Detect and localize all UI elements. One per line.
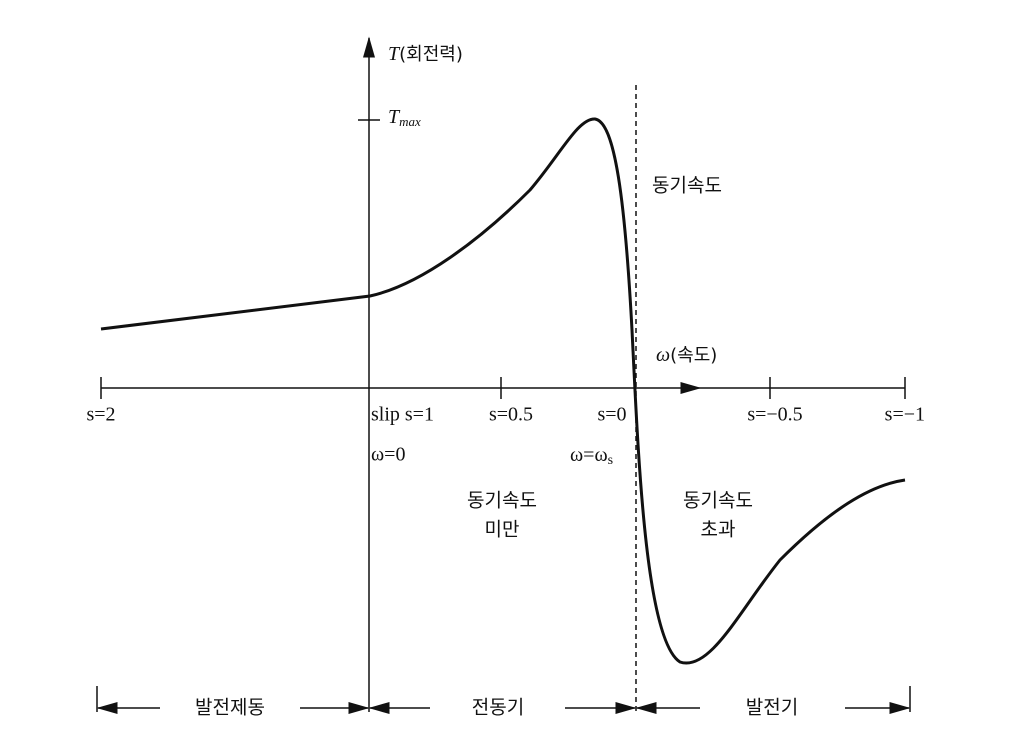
tick-label: s=−1: [885, 404, 925, 426]
omega-sync: ω=ωs: [570, 444, 613, 469]
mode-label: 전동기: [472, 697, 524, 719]
mode-label: 발전제동: [195, 697, 265, 719]
region-label: 미만: [485, 519, 520, 541]
tick-label: s=2: [86, 404, 115, 426]
region-label: 동기속도: [467, 490, 537, 512]
tick-label: s=−0.5: [747, 404, 802, 426]
mode-label: 발전기: [746, 697, 798, 719]
sync-label: 동기속도: [652, 175, 722, 197]
region-label: 동기속도: [683, 490, 753, 512]
mode-brackets: [96, 686, 911, 714]
tick-label: s=0: [597, 404, 626, 426]
axes: [100, 36, 906, 715]
tick-label: s=0.5: [489, 404, 533, 426]
region-label: 초과: [701, 519, 736, 541]
tmax-label: Tmax: [388, 106, 421, 129]
torque-curve: [100, 117, 906, 665]
tick-label: slip s=1: [371, 404, 434, 426]
y-axis-label: T(회전력): [388, 43, 463, 65]
omega-zero: ω=0: [371, 444, 405, 466]
x-axis-label: ω(속도): [656, 344, 717, 366]
